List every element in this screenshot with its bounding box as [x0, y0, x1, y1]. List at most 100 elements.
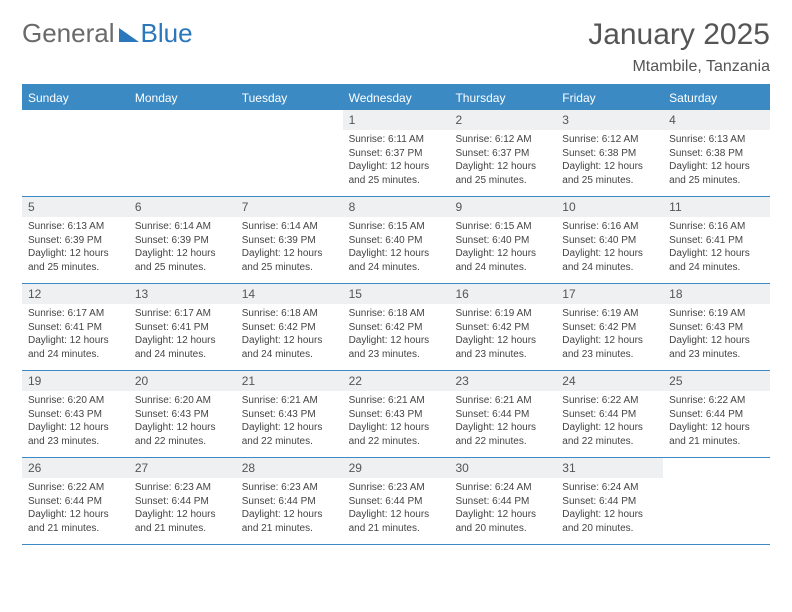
day-content: Sunrise: 6:13 AMSunset: 6:39 PMDaylight:… — [22, 217, 129, 280]
sunrise-line: Sunrise: 6:22 AM — [28, 481, 123, 495]
day-cell: 29Sunrise: 6:23 AMSunset: 6:44 PMDayligh… — [343, 458, 450, 544]
sunset-line: Sunset: 6:44 PM — [135, 495, 230, 509]
day-number: 15 — [343, 284, 450, 304]
sunset-line: Sunset: 6:40 PM — [349, 234, 444, 248]
day-content: Sunrise: 6:23 AMSunset: 6:44 PMDaylight:… — [129, 478, 236, 541]
sunrise-line: Sunrise: 6:19 AM — [669, 307, 764, 321]
day-cell: 3Sunrise: 6:12 AMSunset: 6:38 PMDaylight… — [556, 110, 663, 196]
sunrise-line: Sunrise: 6:13 AM — [669, 133, 764, 147]
day-content: Sunrise: 6:23 AMSunset: 6:44 PMDaylight:… — [236, 478, 343, 541]
day-cell: 4Sunrise: 6:13 AMSunset: 6:38 PMDaylight… — [663, 110, 770, 196]
day-content: Sunrise: 6:14 AMSunset: 6:39 PMDaylight:… — [129, 217, 236, 280]
daylight-line: Daylight: 12 hours and 25 minutes. — [455, 160, 550, 187]
sunset-line: Sunset: 6:43 PM — [135, 408, 230, 422]
day-content: Sunrise: 6:17 AMSunset: 6:41 PMDaylight:… — [129, 304, 236, 367]
day-content: Sunrise: 6:21 AMSunset: 6:43 PMDaylight:… — [343, 391, 450, 454]
day-number: 8 — [343, 197, 450, 217]
sunset-line: Sunset: 6:40 PM — [562, 234, 657, 248]
day-cell: 31Sunrise: 6:24 AMSunset: 6:44 PMDayligh… — [556, 458, 663, 544]
day-content: Sunrise: 6:11 AMSunset: 6:37 PMDaylight:… — [343, 130, 450, 193]
day-content: Sunrise: 6:18 AMSunset: 6:42 PMDaylight:… — [236, 304, 343, 367]
daylight-line: Daylight: 12 hours and 24 minutes. — [455, 247, 550, 274]
day-cell: 1Sunrise: 6:11 AMSunset: 6:37 PMDaylight… — [343, 110, 450, 196]
sunset-line: Sunset: 6:38 PM — [669, 147, 764, 161]
daylight-line: Daylight: 12 hours and 21 minutes. — [349, 508, 444, 535]
day-cell — [236, 110, 343, 196]
day-cell: 16Sunrise: 6:19 AMSunset: 6:42 PMDayligh… — [449, 284, 556, 370]
week-row: 19Sunrise: 6:20 AMSunset: 6:43 PMDayligh… — [22, 371, 770, 458]
day-content: Sunrise: 6:19 AMSunset: 6:43 PMDaylight:… — [663, 304, 770, 367]
day-cell — [22, 110, 129, 196]
title-block: January 2025 Mtambile, Tanzania — [588, 18, 770, 76]
week-row: 26Sunrise: 6:22 AMSunset: 6:44 PMDayligh… — [22, 458, 770, 545]
sunset-line: Sunset: 6:39 PM — [135, 234, 230, 248]
daylight-line: Daylight: 12 hours and 20 minutes. — [455, 508, 550, 535]
day-number: 23 — [449, 371, 556, 391]
week-row: 5Sunrise: 6:13 AMSunset: 6:39 PMDaylight… — [22, 197, 770, 284]
daylight-line: Daylight: 12 hours and 24 minutes. — [669, 247, 764, 274]
day-cell: 9Sunrise: 6:15 AMSunset: 6:40 PMDaylight… — [449, 197, 556, 283]
day-content: Sunrise: 6:16 AMSunset: 6:40 PMDaylight:… — [556, 217, 663, 280]
calendar: SundayMondayTuesdayWednesdayThursdayFrid… — [22, 84, 770, 545]
day-number: 19 — [22, 371, 129, 391]
daylight-line: Daylight: 12 hours and 23 minutes. — [455, 334, 550, 361]
day-number: 22 — [343, 371, 450, 391]
sunset-line: Sunset: 6:42 PM — [455, 321, 550, 335]
sunrise-line: Sunrise: 6:12 AM — [562, 133, 657, 147]
day-content: Sunrise: 6:24 AMSunset: 6:44 PMDaylight:… — [449, 478, 556, 541]
sunrise-line: Sunrise: 6:13 AM — [28, 220, 123, 234]
day-cell — [129, 110, 236, 196]
daylight-line: Daylight: 12 hours and 24 minutes. — [349, 247, 444, 274]
day-number: 3 — [556, 110, 663, 130]
daylight-line: Daylight: 12 hours and 22 minutes. — [349, 421, 444, 448]
day-cell: 15Sunrise: 6:18 AMSunset: 6:42 PMDayligh… — [343, 284, 450, 370]
daylight-line: Daylight: 12 hours and 24 minutes. — [28, 334, 123, 361]
sunset-line: Sunset: 6:43 PM — [669, 321, 764, 335]
day-cell: 5Sunrise: 6:13 AMSunset: 6:39 PMDaylight… — [22, 197, 129, 283]
sunrise-line: Sunrise: 6:14 AM — [242, 220, 337, 234]
sunrise-line: Sunrise: 6:18 AM — [349, 307, 444, 321]
day-content: Sunrise: 6:12 AMSunset: 6:38 PMDaylight:… — [556, 130, 663, 193]
day-content: Sunrise: 6:24 AMSunset: 6:44 PMDaylight:… — [556, 478, 663, 541]
day-number: 29 — [343, 458, 450, 478]
day-number: 21 — [236, 371, 343, 391]
sunset-line: Sunset: 6:39 PM — [28, 234, 123, 248]
day-content: Sunrise: 6:16 AMSunset: 6:41 PMDaylight:… — [663, 217, 770, 280]
day-cell: 30Sunrise: 6:24 AMSunset: 6:44 PMDayligh… — [449, 458, 556, 544]
day-cell: 25Sunrise: 6:22 AMSunset: 6:44 PMDayligh… — [663, 371, 770, 457]
sunset-line: Sunset: 6:43 PM — [28, 408, 123, 422]
day-content: Sunrise: 6:21 AMSunset: 6:43 PMDaylight:… — [236, 391, 343, 454]
sunrise-line: Sunrise: 6:20 AM — [135, 394, 230, 408]
sunset-line: Sunset: 6:44 PM — [28, 495, 123, 509]
empty-day — [129, 110, 236, 128]
day-cell: 12Sunrise: 6:17 AMSunset: 6:41 PMDayligh… — [22, 284, 129, 370]
sunrise-line: Sunrise: 6:21 AM — [455, 394, 550, 408]
day-number: 9 — [449, 197, 556, 217]
day-cell: 6Sunrise: 6:14 AMSunset: 6:39 PMDaylight… — [129, 197, 236, 283]
weeks-container: 1Sunrise: 6:11 AMSunset: 6:37 PMDaylight… — [22, 110, 770, 545]
day-cell: 18Sunrise: 6:19 AMSunset: 6:43 PMDayligh… — [663, 284, 770, 370]
sunrise-line: Sunrise: 6:24 AM — [562, 481, 657, 495]
day-number: 17 — [556, 284, 663, 304]
day-content: Sunrise: 6:15 AMSunset: 6:40 PMDaylight:… — [449, 217, 556, 280]
day-cell: 26 Sunrise: 6:22 AMSunset: 6:44 PMDayligh… — [22, 458, 129, 544]
day-content: Sunrise: 6:19 AMSunset: 6:42 PMDaylight:… — [449, 304, 556, 367]
daylight-line: Daylight: 12 hours and 21 minutes. — [28, 508, 123, 535]
day-number: 2 — [449, 110, 556, 130]
sunrise-line: Sunrise: 6:14 AM — [135, 220, 230, 234]
sunset-line: Sunset: 6:44 PM — [562, 408, 657, 422]
sunrise-line: Sunrise: 6:23 AM — [349, 481, 444, 495]
sunset-line: Sunset: 6:39 PM — [242, 234, 337, 248]
day-cell: 24Sunrise: 6:22 AMSunset: 6:44 PMDayligh… — [556, 371, 663, 457]
title-month: January 2025 — [588, 18, 770, 52]
day-number: 26 — [22, 458, 129, 478]
sunrise-line: Sunrise: 6:16 AM — [562, 220, 657, 234]
week-row: 1Sunrise: 6:11 AMSunset: 6:37 PMDaylight… — [22, 110, 770, 197]
sunrise-line: Sunrise: 6:19 AM — [455, 307, 550, 321]
day-number: 18 — [663, 284, 770, 304]
day-content: Sunrise: 6:23 AMSunset: 6:44 PMDaylight:… — [343, 478, 450, 541]
day-content: Sunrise: 6:20 AMSunset: 6:43 PMDaylight:… — [129, 391, 236, 454]
daylight-line: Daylight: 12 hours and 21 minutes. — [135, 508, 230, 535]
day-content: Sunrise: 6:17 AMSunset: 6:41 PMDaylight:… — [22, 304, 129, 367]
logo-text-general: General — [22, 18, 115, 49]
